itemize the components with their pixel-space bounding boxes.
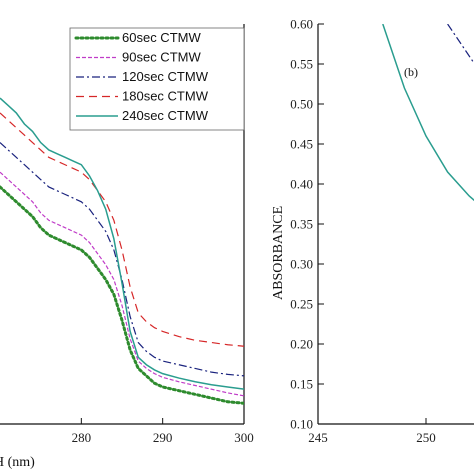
panel-b-y-tick-label: 0.15 — [290, 377, 313, 392]
panel-b-y-tick-label: 0.55 — [290, 57, 313, 72]
panel-b-series — [382, 24, 474, 202]
panel-b-y-tick-label: 0.10 — [290, 417, 313, 432]
panel-a-x-tick-label: 290 — [153, 430, 173, 445]
panel-a-legend: 60sec CTMW 90sec CTMW 120sec CTMW 180sec CT… — [69, 27, 245, 131]
panel-b-y-tick-label: 0.60 — [290, 17, 313, 32]
panel-b-x-tick-label: 250 — [416, 430, 436, 445]
panel-a-series-line-1 — [0, 185, 244, 405]
panel-b-y-tick-label: 0.25 — [290, 297, 313, 312]
chart-panel-b: 0.10 0.15 0.20 0.25 0.30 0.35 0.40 0.45 0.50 0.55… — [271, 17, 474, 446]
panel-b-y-tick-label: 0.50 — [290, 97, 313, 112]
panel-b-series-line-2 — [382, 24, 474, 202]
panel-a-x-ticks: 280 290 300 — [72, 418, 254, 445]
panel-a-series-line-3 — [0, 142, 244, 377]
panel-a-series-line-2 — [0, 171, 244, 397]
panel-a-x-tick-label: 300 — [234, 430, 254, 445]
panel-b-ticks: 0.10 0.15 0.20 0.25 0.30 0.35 0.40 0.45 0.50 0.55… — [290, 17, 436, 446]
panel-b-annotation: (b) — [404, 65, 418, 79]
panel-b-y-tick-label: 0.40 — [290, 177, 313, 192]
panel-b-y-tick-label: 0.30 — [290, 257, 313, 272]
panel-b-x-tick-label: 245 — [308, 430, 328, 445]
panel-a-series-line-5 — [0, 97, 244, 390]
chart-panel-a: 280 290 300 H (nm) 60sec CTMW 90sec CTMW 120… — [0, 24, 254, 470]
legend-label-3: 120sec CTMW — [122, 69, 209, 84]
legend-label-1: 60sec CTMW — [122, 30, 201, 45]
panel-b-y-tick-label: 0.20 — [290, 337, 313, 352]
panel-a-series-line-4 — [0, 112, 244, 347]
panel-a-series — [0, 97, 244, 405]
panel-b-y-axis-title: ABSORBANCE — [271, 206, 286, 300]
legend-label-2: 90sec CTMW — [122, 50, 201, 65]
panel-b-y-tick-label: 0.35 — [290, 217, 313, 232]
panel-a-x-axis-title: H (nm) — [0, 455, 35, 470]
legend-label-4: 180sec CTMW — [122, 89, 209, 104]
legend-box — [69, 27, 245, 131]
panel-a-x-tick-label: 280 — [72, 430, 92, 445]
legend-label-5: 240sec CTMW — [122, 108, 209, 123]
panel-b-y-tick-label: 0.45 — [290, 137, 313, 152]
panel-b-series-line-1 — [447, 24, 474, 65]
